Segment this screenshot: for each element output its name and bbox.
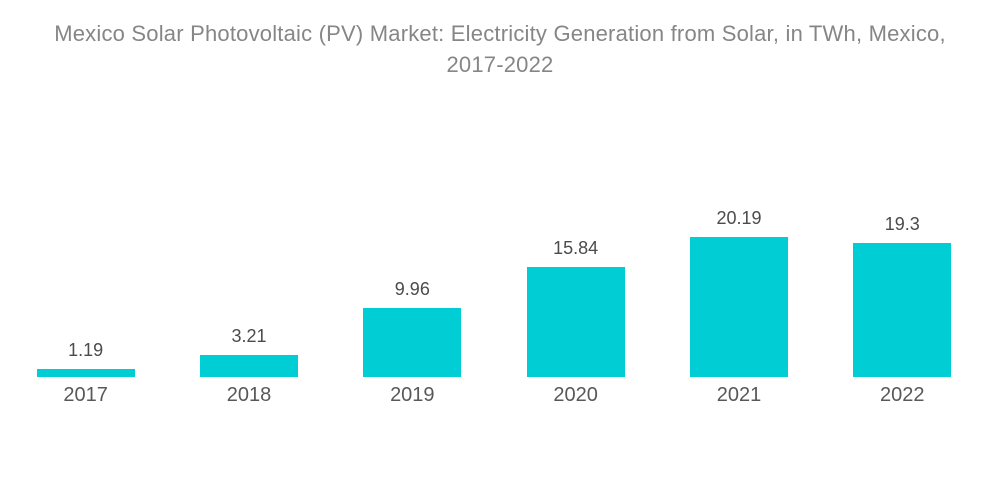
bar-value-label: 15.84 [553,238,599,259]
x-axis-row: 2017 2018 2019 2020 2021 2022 [4,384,984,407]
bar-value-label: 1.19 [68,339,104,360]
x-axis-label: 2021 [716,384,762,406]
bar-value-label: 9.96 [394,278,430,299]
bar-column: 1.19 [4,207,167,377]
chart-title: Mexico Solar Photovoltaic (PV) Market: E… [0,0,1000,80]
chart-title-line1: Mexico Solar Photovoltaic (PV) Market: E… [54,21,946,46]
chart-container: Mexico Solar Photovoltaic (PV) Market: E… [0,0,1000,406]
bar [36,368,135,377]
x-axis-label: 2020 [553,384,598,406]
bar [689,237,788,377]
bar-column: 19.3 [821,207,984,377]
chart-title-line2: 2017-2022 [446,52,554,77]
bar-column: 3.21 [167,207,330,377]
x-axis-label: 2018 [226,384,272,406]
x-axis-label: 2017 [63,384,108,406]
bar-chart: 1.19 3.21 9.96 15.84 20.19 19.3 2017 2018 2019 2… [4,207,984,407]
bar [363,307,462,377]
bar-value-label: 19.3 [884,214,920,235]
bar [199,354,298,377]
x-axis-label: 2019 [390,384,435,406]
bar [526,267,625,377]
bar-value-label: 3.21 [231,325,267,346]
bar [853,243,952,377]
bar-column: 20.19 [657,207,820,377]
bar-value-label: 20.19 [716,208,762,228]
bar-column: 9.96 [331,207,494,377]
bars-row: 1.19 3.21 9.96 15.84 20.19 19.3 [4,207,984,377]
x-axis-label: 2022 [880,384,925,406]
bar-column: 15.84 [494,207,657,377]
